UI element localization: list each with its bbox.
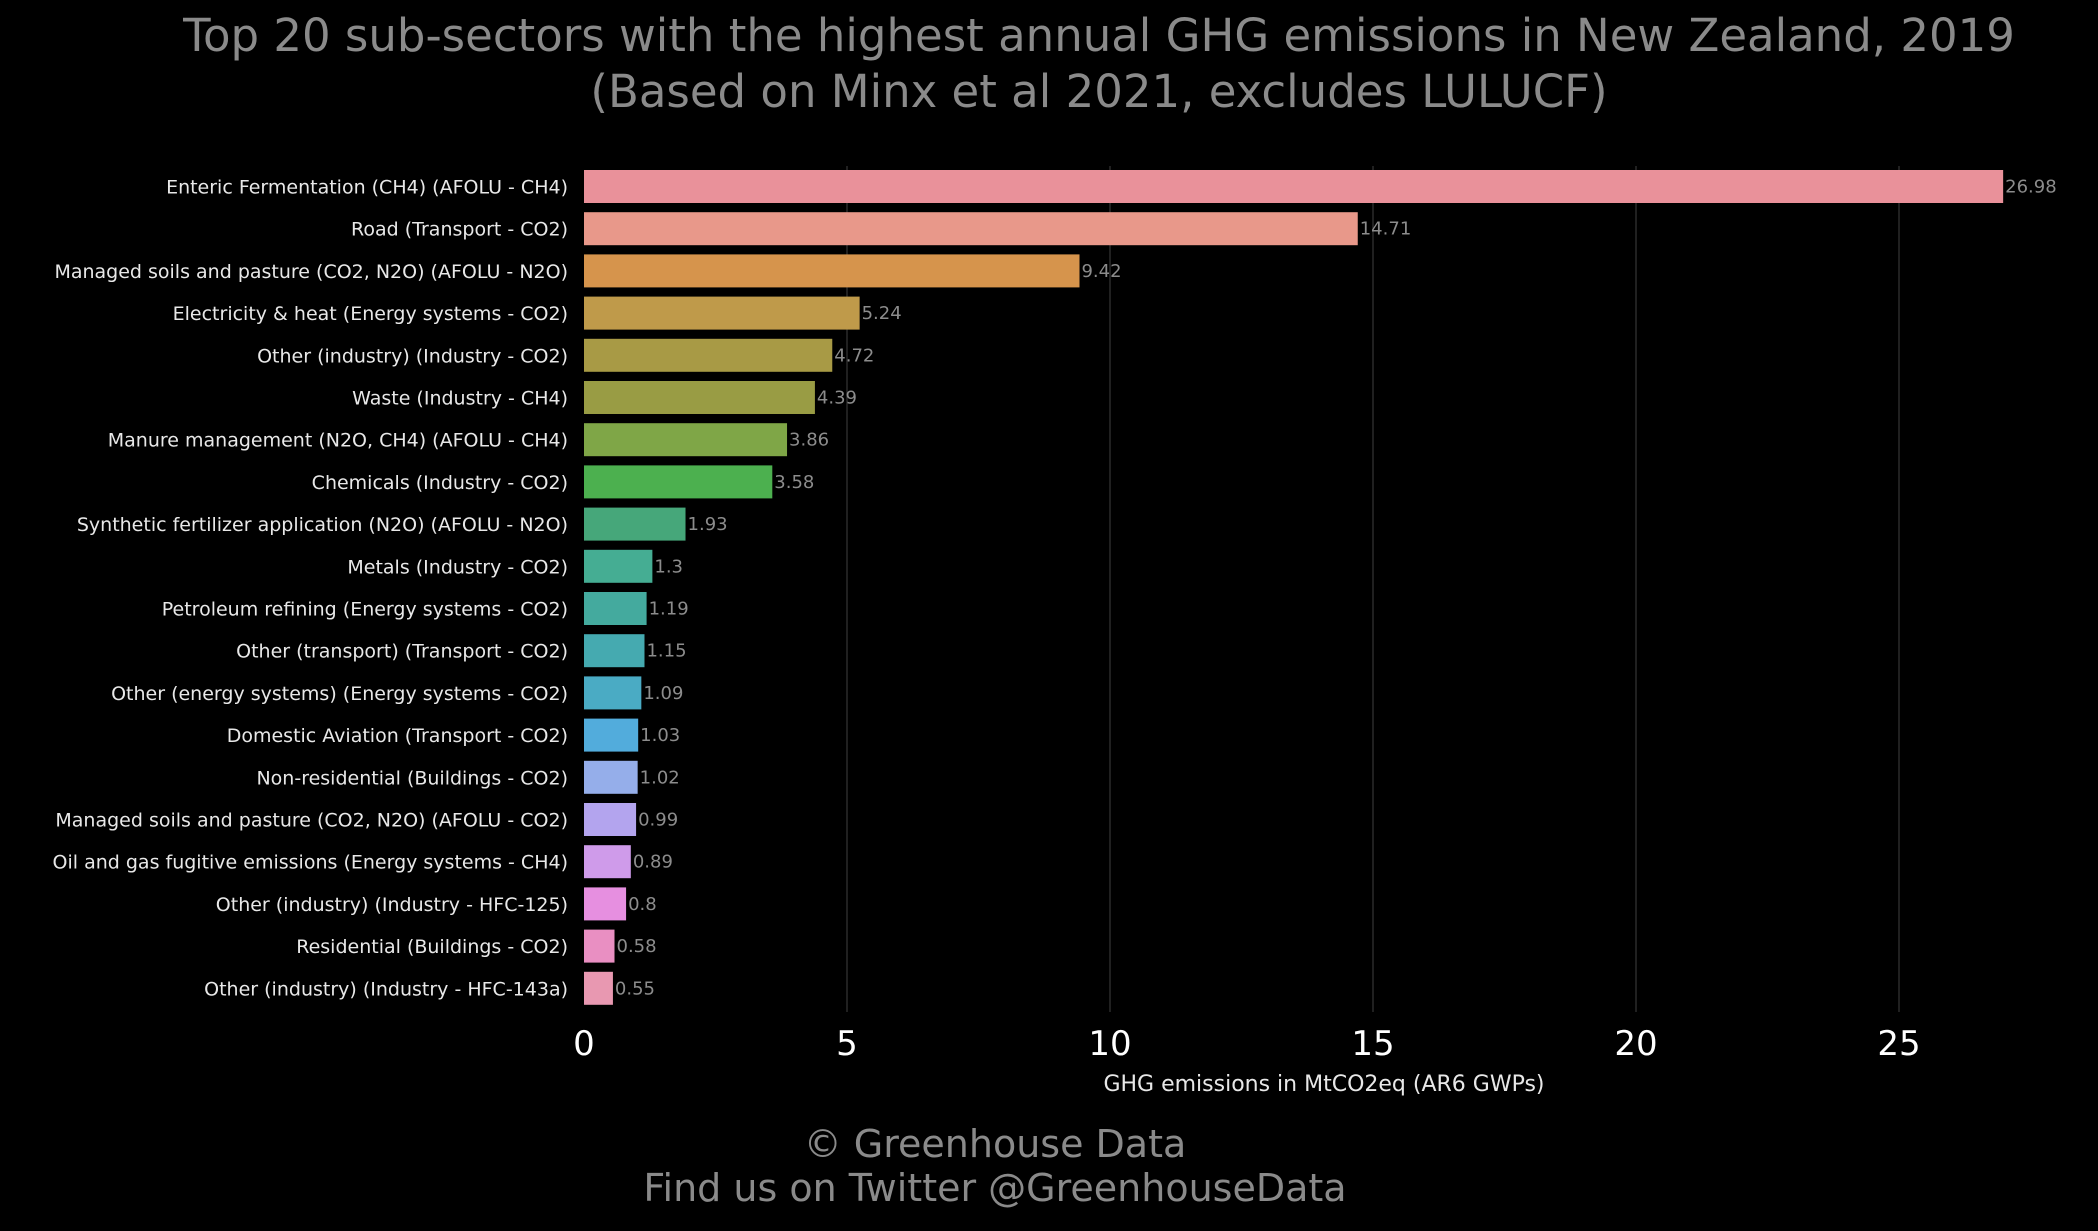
value-label-3: 9.42: [1081, 261, 1121, 282]
bar-19: [584, 929, 615, 963]
x-tick-label-25: 25: [1877, 1024, 1920, 1064]
bar-8: [584, 465, 773, 499]
category-label-8: Chemicals (Industry - CO2): [312, 472, 568, 494]
bars: [584, 170, 2004, 1005]
category-label-18: Other (industry) (Industry - HFC-125): [216, 894, 568, 916]
bar-5: [584, 338, 833, 372]
category-label-12: Other (transport) (Transport - CO2): [236, 641, 568, 663]
bar-14: [584, 718, 639, 752]
bar-18: [584, 887, 627, 921]
bar-3: [584, 254, 1080, 288]
x-tick-label-20: 20: [1614, 1024, 1657, 1064]
category-label-4: Electricity & heat (Energy systems - CO2…: [173, 303, 568, 325]
category-label-20: Other (industry) (Industry - HFC-143a): [204, 978, 568, 1000]
value-label-6: 4.39: [817, 388, 857, 409]
category-label-3: Managed soils and pasture (CO2, N2O) (AF…: [54, 261, 568, 283]
bar-9: [584, 507, 686, 541]
category-label-5: Other (industry) (Industry - CO2): [257, 345, 568, 367]
value-label-18: 0.8: [628, 894, 657, 915]
value-label-19: 0.58: [617, 936, 657, 957]
value-label-9: 1.93: [688, 514, 728, 535]
category-label-16: Managed soils and pasture (CO2, N2O) (AF…: [55, 810, 568, 832]
bar-4: [584, 296, 860, 330]
value-label-13: 1.09: [643, 683, 683, 704]
chart-subtitle: (Based on Minx et al 2021, excludes LULU…: [590, 65, 1608, 118]
category-label-10: Metals (Industry - CO2): [347, 556, 568, 578]
bar-10: [584, 549, 653, 583]
x-tick-label-0: 0: [573, 1024, 595, 1064]
footer-credit: © Greenhouse Data Find us on Twitter @Gr…: [0, 1122, 1990, 1210]
value-label-4: 5.24: [862, 303, 902, 324]
category-label-1: Enteric Fermentation (CH4) (AFOLU - CH4): [166, 177, 568, 199]
x-axis-title: GHG emissions in MtCO2eq (AR6 GWPs): [1103, 1072, 1544, 1097]
category-label-17: Oil and gas fugitive emissions (Energy s…: [53, 852, 568, 874]
category-label-9: Synthetic fertilizer application (N2O) (…: [77, 514, 568, 536]
bar-16: [584, 803, 637, 836]
value-label-11: 1.19: [649, 599, 689, 620]
bar-20: [584, 971, 613, 1005]
value-label-12: 1.15: [646, 641, 686, 662]
value-label-1: 26.98: [2005, 177, 2057, 198]
x-tick-label-10: 10: [1088, 1024, 1131, 1064]
value-label-17: 0.89: [633, 852, 673, 873]
value-labels: 26.9814.719.425.244.724.393.863.581.931.…: [615, 177, 2057, 1000]
x-axis-ticks: 0 5 10 15 20 25: [573, 1024, 1920, 1064]
value-label-16: 0.99: [638, 810, 678, 831]
x-tick-label-5: 5: [836, 1024, 858, 1064]
value-label-14: 1.03: [640, 725, 680, 746]
bar-13: [584, 676, 642, 710]
footer-copyright: © Greenhouse Data: [803, 1122, 1187, 1166]
chart-title: Top 20 sub-sectors with the highest annu…: [100, 8, 2098, 120]
category-label-7: Manure management (N2O, CH4) (AFOLU - CH…: [108, 430, 568, 452]
footer-twitter: Find us on Twitter @GreenhouseData: [643, 1166, 1347, 1210]
chart-title-line: Top 20 sub-sectors with the highest annu…: [183, 9, 2015, 62]
x-tick-label-15: 15: [1351, 1024, 1394, 1064]
bar-17: [584, 845, 631, 879]
category-label-14: Domestic Aviation (Transport - CO2): [227, 725, 568, 747]
value-label-10: 1.3: [654, 556, 683, 577]
category-label-19: Residential (Buildings - CO2): [296, 936, 568, 958]
bar-12: [584, 634, 645, 668]
value-label-5: 4.72: [834, 345, 874, 366]
bar-1: [584, 170, 2004, 203]
value-label-7: 3.86: [789, 430, 829, 451]
bar-15: [584, 760, 638, 794]
value-label-20: 0.55: [615, 978, 655, 999]
category-label-15: Non-residential (Buildings - CO2): [256, 767, 568, 789]
category-label-6: Waste (Industry - CH4): [352, 388, 568, 410]
bar-2: [584, 212, 1358, 246]
value-label-15: 1.02: [640, 767, 680, 788]
value-label-8: 3.58: [774, 472, 814, 493]
gridlines: [846, 166, 1900, 1012]
category-labels: Enteric Fermentation (CH4) (AFOLU - CH4)…: [53, 177, 568, 1001]
category-label-13: Other (energy systems) (Energy systems -…: [111, 683, 568, 705]
bar-7: [584, 423, 788, 457]
category-label-11: Petroleum refining (Energy systems - CO2…: [162, 599, 568, 621]
bar-6: [584, 381, 815, 414]
category-label-2: Road (Transport - CO2): [351, 219, 568, 241]
bar-11: [584, 592, 647, 625]
value-label-2: 14.71: [1360, 219, 1412, 240]
